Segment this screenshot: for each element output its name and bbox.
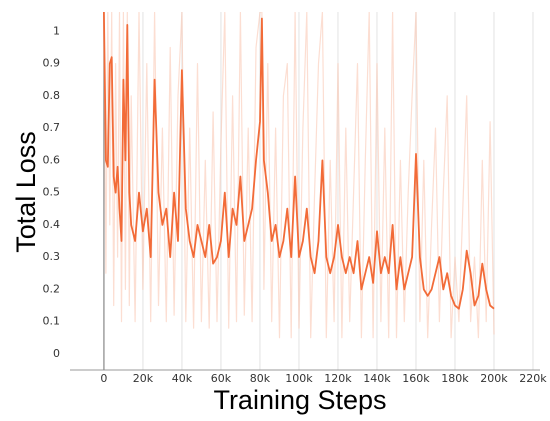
y-tick-label: 0	[53, 347, 60, 360]
y-tick-label: 0.4	[43, 218, 61, 231]
x-tick-label: 220k	[519, 372, 547, 385]
x-tick-label: 0	[100, 372, 107, 385]
y-tick-label: 0.6	[43, 153, 61, 166]
series-line	[103, 12, 495, 310]
x-tick-label: 20k	[133, 372, 154, 385]
y-tick-label: 0.9	[43, 57, 61, 70]
y-tick-label: 0.1	[43, 315, 61, 328]
y-tick-label: 0.7	[43, 121, 61, 134]
x-tick-label: 100k	[285, 372, 313, 385]
series-line	[103, 12, 495, 339]
x-tick-label: 160k	[402, 372, 430, 385]
x-tick-label: 120k	[324, 372, 352, 385]
x-tick-label: 180k	[441, 372, 469, 385]
x-tick-label: 200k	[480, 372, 508, 385]
x-tick-label: 60k	[211, 372, 232, 385]
x-tick-label: 80k	[250, 372, 271, 385]
y-tick-label: 0.5	[43, 186, 61, 199]
y-axis-title: Total Loss	[11, 131, 41, 253]
y-tick-label: 0.3	[43, 250, 61, 263]
plot-area	[103, 12, 495, 339]
x-tick-label: 140k	[363, 372, 391, 385]
y-tick-label: 0.8	[43, 89, 61, 102]
x-tick-label: 40k	[172, 372, 193, 385]
y-tick-label: 1	[53, 24, 60, 37]
x-axis-title: Training Steps	[213, 385, 386, 415]
y-tick-label: 0.2	[43, 282, 61, 295]
